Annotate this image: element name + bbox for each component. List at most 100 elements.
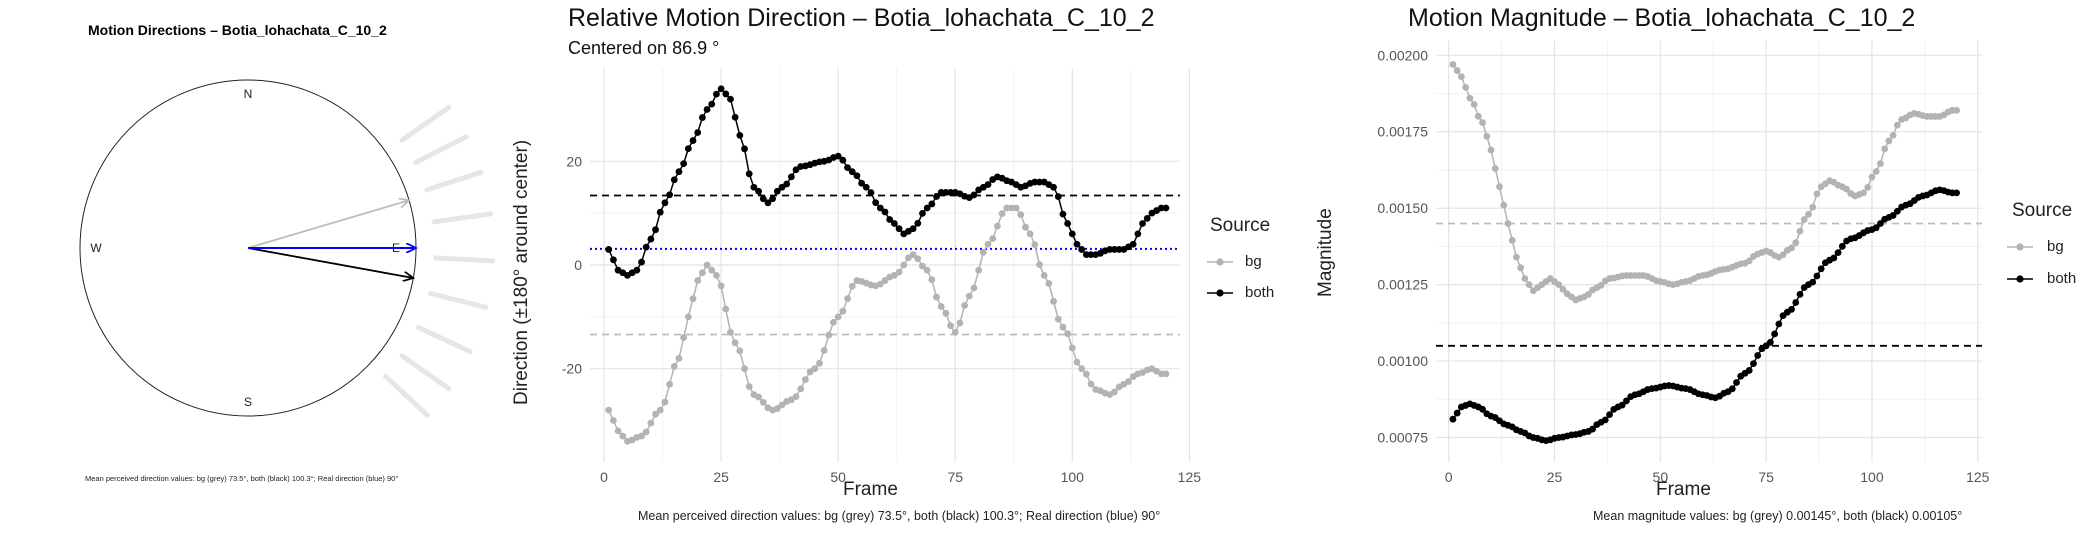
magnitude-both-point bbox=[1733, 379, 1740, 386]
magnitude-bg-point bbox=[1450, 61, 1457, 68]
direction-both-point bbox=[666, 191, 673, 198]
direction-bg-point bbox=[896, 269, 903, 276]
direction-bg-point bbox=[694, 277, 701, 284]
compass-title: Motion Directions – Botia_lohachata_C_10… bbox=[88, 22, 387, 38]
direction-title: Relative Motion Direction – Botia_lohach… bbox=[568, 4, 1154, 33]
magnitude-both-point bbox=[1450, 416, 1457, 423]
magnitude-bg-point bbox=[1805, 211, 1812, 218]
direction-bg-point bbox=[722, 306, 729, 313]
magnitude-bg-point bbox=[1797, 228, 1804, 235]
direction-bg-point bbox=[1074, 359, 1081, 366]
direction-both-point bbox=[1078, 246, 1085, 253]
magnitude-bg-point bbox=[1860, 189, 1867, 196]
direction-both-point bbox=[985, 181, 992, 188]
direction-bg-point bbox=[713, 272, 720, 279]
direction-both-point bbox=[1163, 205, 1170, 212]
direction-bg-point bbox=[666, 381, 673, 388]
direction-bg-point bbox=[1163, 370, 1170, 377]
direction-both-point bbox=[1130, 241, 1137, 248]
magnitude-both-point bbox=[1602, 416, 1609, 423]
direction-both-point bbox=[971, 192, 978, 199]
direction-bg-point bbox=[1125, 378, 1132, 385]
direction-both-point bbox=[671, 176, 678, 183]
compass-ray bbox=[427, 172, 481, 190]
compass-east-label: E bbox=[392, 241, 400, 255]
direction-bg-point bbox=[1017, 211, 1024, 218]
direction-both-point bbox=[676, 168, 683, 175]
direction-both-point bbox=[1064, 220, 1071, 227]
direction-both-point bbox=[662, 199, 669, 206]
compass-plot: NSW E bbox=[0, 0, 500, 533]
direction-both-point bbox=[863, 184, 870, 191]
direction-bg-point bbox=[1041, 272, 1048, 279]
magnitude-bg-point bbox=[1471, 101, 1478, 108]
compass-ray bbox=[434, 214, 490, 222]
magnitude-panel: 0 25 50 75 100 125 0.00075 0.00100 0.00125 0.0015… bbox=[1300, 0, 2100, 533]
magnitude-bg-point bbox=[1814, 191, 1821, 198]
magnitude-both-point bbox=[1729, 385, 1736, 392]
direction-both-point bbox=[699, 114, 706, 121]
direction-both-point bbox=[896, 225, 903, 232]
direction-both-point bbox=[1139, 220, 1146, 227]
magnitude-x-axis-label: Frame bbox=[1656, 479, 1711, 501]
magnitude-legend-bg: bg bbox=[2047, 238, 2064, 255]
direction-both-point bbox=[736, 132, 743, 139]
direction-both-point bbox=[868, 189, 875, 196]
direction-bg-point bbox=[825, 332, 832, 339]
direction-legend-bg: bg bbox=[1245, 253, 1262, 270]
direction-both-point bbox=[652, 226, 659, 233]
direction-bg-point bbox=[741, 365, 748, 372]
direction-both-point bbox=[746, 170, 753, 177]
direction-bg-point bbox=[760, 399, 767, 406]
magnitude-bg-point bbox=[1492, 165, 1499, 172]
direction-both-point bbox=[643, 244, 650, 251]
direction-bg-point bbox=[849, 283, 856, 290]
direction-legend-both: both bbox=[1245, 284, 1274, 301]
direction-both-point bbox=[788, 173, 795, 180]
compass-caption: Mean perceived direction values: bg (gre… bbox=[85, 474, 398, 483]
magnitude-bg-point bbox=[1881, 145, 1888, 152]
magnitude-bg-point bbox=[1458, 73, 1465, 80]
direction-both-point bbox=[741, 145, 748, 152]
magnitude-bg-point bbox=[1890, 132, 1897, 139]
direction-both-point bbox=[605, 246, 612, 253]
direction-both-point bbox=[657, 209, 664, 216]
direction-both-point bbox=[727, 96, 734, 103]
magnitude-bg-point bbox=[1894, 122, 1901, 129]
magnitude-y-tick-label: 0.00100 bbox=[1377, 353, 1428, 369]
magnitude-legend-title: Source bbox=[2012, 200, 2072, 222]
direction-both-point bbox=[1074, 241, 1081, 248]
magnitude-both-point bbox=[1750, 360, 1757, 367]
direction-legend-title: Source bbox=[1210, 215, 1270, 237]
direction-both-point bbox=[694, 129, 701, 136]
direction-bg-point bbox=[994, 223, 1001, 230]
direction-bg-point bbox=[835, 313, 842, 320]
magnitude-y-tick-label: 0.00075 bbox=[1377, 430, 1428, 446]
direction-bg-point bbox=[708, 267, 715, 274]
direction-bg-point bbox=[1064, 330, 1071, 337]
magnitude-bg-point bbox=[1788, 245, 1795, 252]
direction-both-point bbox=[708, 101, 715, 108]
direction-both-point bbox=[1134, 230, 1141, 237]
direction-bg-point bbox=[961, 302, 968, 309]
magnitude-legend-key-both-dot bbox=[2016, 275, 2023, 282]
magnitude-x-tick-label: 0 bbox=[1445, 469, 1453, 485]
magnitude-bg-point bbox=[1873, 168, 1880, 175]
compass-ray bbox=[416, 137, 467, 163]
direction-bg-point bbox=[1111, 389, 1118, 396]
direction-bg-point bbox=[615, 427, 622, 434]
magnitude-y-tick-label: 0.00175 bbox=[1377, 124, 1428, 140]
direction-both-point bbox=[704, 106, 711, 113]
magnitude-both-point bbox=[1767, 339, 1774, 346]
direction-both-point bbox=[1144, 215, 1151, 222]
direction-bg-point bbox=[1050, 298, 1057, 305]
magnitude-bg-point bbox=[1801, 216, 1808, 223]
direction-bg-point bbox=[914, 255, 921, 262]
direction-x-tick-label: 100 bbox=[1061, 469, 1085, 485]
direction-bg-point bbox=[1055, 316, 1062, 323]
direction-bg-point bbox=[830, 319, 837, 326]
magnitude-both-point bbox=[1835, 249, 1842, 256]
magnitude-x-tick-label: 75 bbox=[1758, 469, 1774, 485]
direction-bg-point bbox=[676, 355, 683, 362]
direction-bg-point bbox=[802, 376, 809, 383]
